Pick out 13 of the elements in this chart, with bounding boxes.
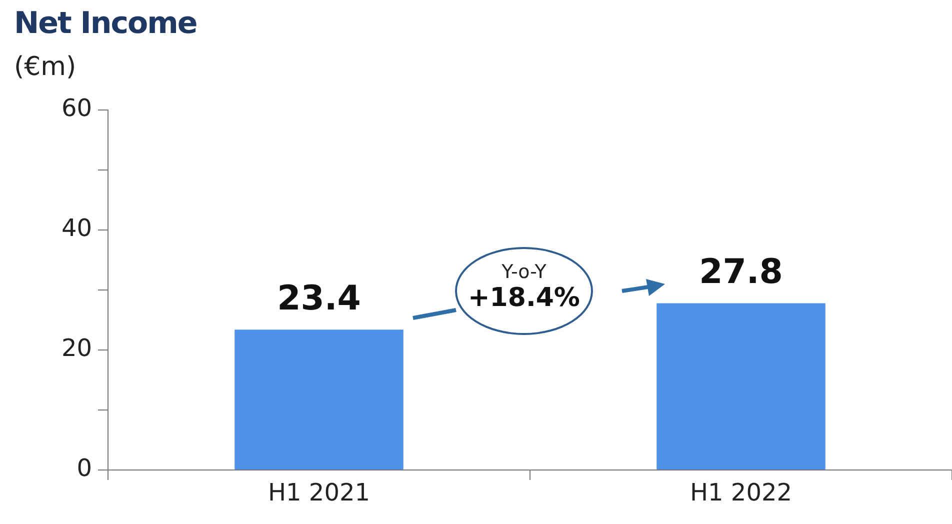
y-axis-title: (€m): [14, 52, 76, 82]
annotation: Y-o-Y: [500, 261, 548, 283]
oval-callout: Y-o-Y +18.4%: [455, 247, 593, 335]
data-label: 23.4: [277, 278, 361, 318]
data-label: 27.8: [699, 252, 783, 292]
y-tick-label: 60: [61, 94, 92, 122]
annotation: +18.4%: [467, 283, 581, 313]
y-tick-label: 0: [76, 454, 92, 482]
y-tick-label: 40: [61, 214, 92, 242]
chart-title: Net Income: [14, 6, 197, 41]
y-tick-label: 20: [61, 334, 92, 362]
x-tick-label: H1 2021: [268, 478, 370, 507]
x-tick-label: H1 2022: [690, 478, 792, 507]
